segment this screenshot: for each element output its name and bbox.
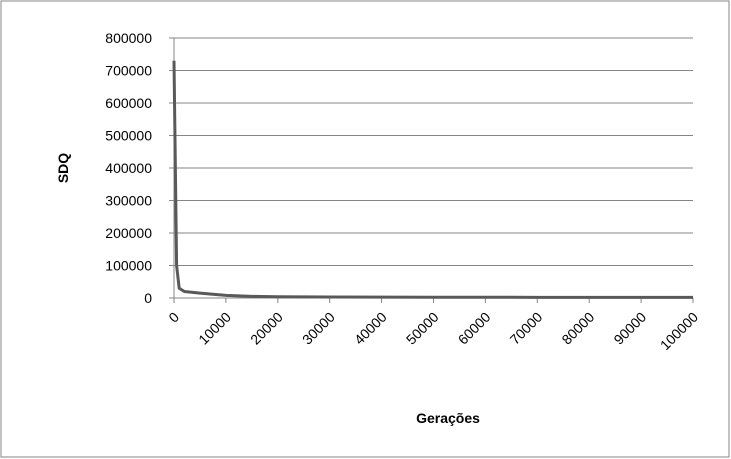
y-tick-label: 200000 (105, 225, 152, 241)
y-tick-label: 0 (144, 290, 152, 306)
y-axis-label: SDQ (55, 153, 71, 183)
y-tick-label: 400000 (105, 160, 152, 176)
y-tick-label: 500000 (105, 128, 152, 144)
y-tick-label: 600000 (105, 95, 152, 111)
x-axis-label: Gerações (416, 410, 480, 426)
y-tick-label: 300000 (105, 193, 152, 209)
y-tick-label: 100000 (105, 258, 152, 274)
y-tick-label: 700000 (105, 63, 152, 79)
y-tick-label: 800000 (105, 30, 152, 46)
line-series (172, 60, 693, 299)
